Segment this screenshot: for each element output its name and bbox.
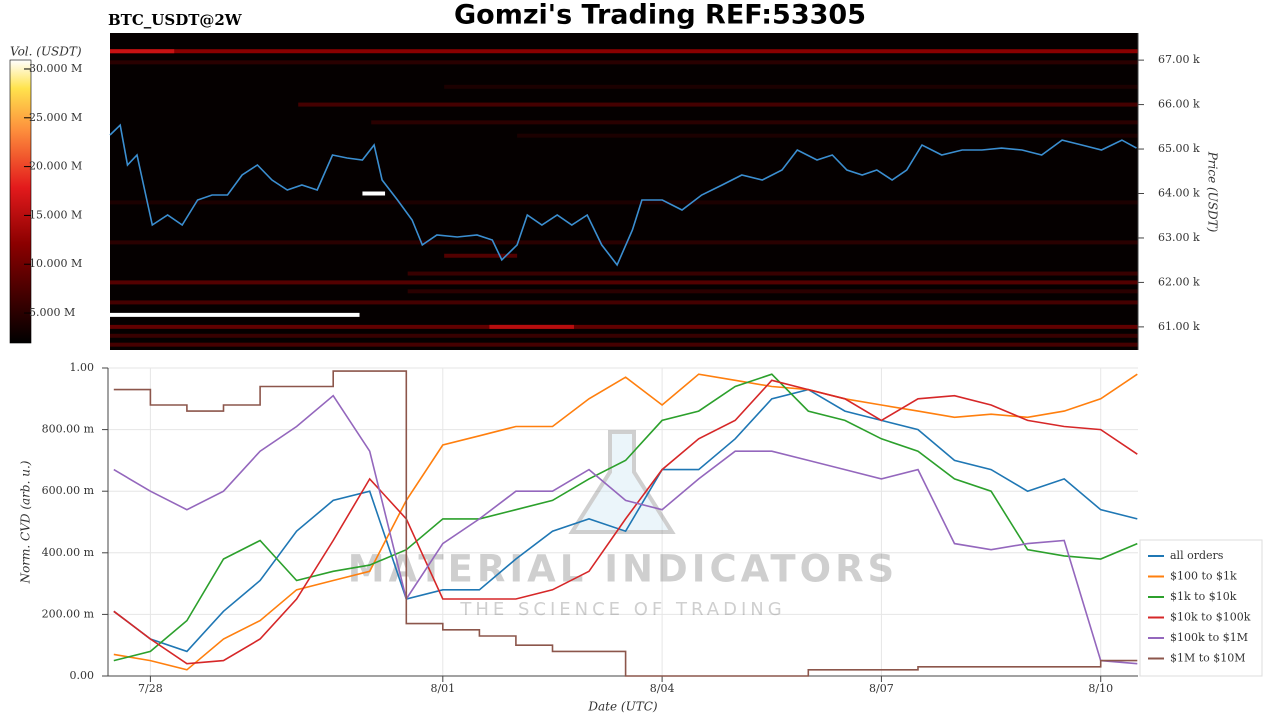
price-line — [109, 123, 1137, 267]
page-title: Gomzi's Trading REF:53305 — [454, 0, 866, 31]
legend-label: $1k to $10k — [1170, 590, 1237, 603]
cvd-line — [113, 379, 1138, 665]
watermark-subtitle: THE SCIENCE OF TRADING — [459, 599, 785, 620]
legend-label: $100k to $1M — [1170, 631, 1248, 644]
legend-label: $1M to $10M — [1170, 652, 1246, 665]
liquidity-band — [110, 49, 1138, 54]
cvd-line — [113, 388, 1138, 653]
legend-box — [1139, 539, 1263, 677]
x-tick-label: 7/28 — [138, 682, 163, 695]
liquidity-band — [110, 312, 360, 317]
liquidity-band — [110, 200, 1138, 205]
legend-label: all orders — [1170, 549, 1224, 562]
liquidity-band — [444, 253, 518, 258]
liquidity-band — [407, 271, 1139, 276]
y-tick-label: 66.00 k — [1158, 98, 1200, 111]
liquidity-band — [110, 324, 1138, 329]
y-tick-label: 63.00 k — [1158, 231, 1200, 244]
liquidity-band — [110, 300, 1138, 305]
y-axis-label: Price (USDT) — [1206, 151, 1220, 233]
liquidity-band — [407, 289, 1139, 294]
liquidity-band — [362, 191, 386, 196]
x-axis-label: Date (UTC) — [587, 700, 657, 714]
cvd-line — [113, 373, 1138, 671]
colorbar-tick-label: 20.000 M — [29, 160, 82, 173]
watermark-flask — [568, 430, 676, 534]
y-tick-label: 67.00 k — [1158, 53, 1200, 66]
liquidity-band — [110, 49, 175, 54]
y-tick-label: 800.00 m — [42, 423, 95, 436]
liquidity-band — [110, 240, 1138, 245]
liquidity-band — [110, 60, 1138, 65]
colorbar-tick-label: 30.000 M — [29, 62, 82, 75]
cvd-line — [113, 370, 1138, 677]
cvd-line — [113, 373, 1138, 662]
colorbar-tick-label: 15.000 M — [29, 208, 82, 221]
y-tick-label: 65.00 k — [1158, 142, 1200, 155]
x-tick-label: 8/10 — [1088, 682, 1113, 695]
watermark: MATERIAL INDICATORS THE SCIENCE OF TRADIN… — [348, 430, 898, 620]
y-tick-label: 64.00 k — [1158, 187, 1200, 200]
colorbar-tick-label: 10.000 M — [29, 257, 82, 270]
chart-title: BTC_USDT@2W — [108, 11, 243, 29]
y-tick-label: 400.00 m — [42, 546, 95, 559]
liquidity-band — [110, 280, 1138, 285]
x-tick-label: 8/01 — [430, 682, 455, 695]
liquidity-band — [110, 342, 1138, 347]
liquidity-band — [371, 120, 1138, 125]
cvd-line — [113, 394, 1138, 665]
colorbar-tick-label: 5.000 M — [29, 306, 75, 319]
liquidity-band — [489, 324, 575, 329]
y-tick-label: 62.00 k — [1158, 275, 1200, 288]
colorbar-tick-label: 25.000 M — [29, 111, 82, 124]
legend-label: $10k to $100k — [1170, 611, 1251, 624]
x-tick-label: 8/04 — [650, 682, 675, 695]
y-tick-label: 0.00 — [70, 669, 95, 682]
y-tick-label: 200.00 m — [42, 607, 95, 620]
y-tick-label: 61.00 k — [1158, 320, 1200, 333]
x-tick-label: 8/07 — [869, 682, 894, 695]
colorbar-label: Vol. (USDT) — [10, 45, 82, 59]
liquidity-band — [444, 84, 1138, 89]
y-axis-label: Norm. CVD (arb. u.) — [19, 460, 33, 584]
colorbar — [9, 59, 32, 344]
y-tick-label: 600.00 m — [42, 484, 95, 497]
y-tick-label: 1.00 — [70, 361, 95, 374]
liquidity-band — [110, 333, 1138, 338]
liquidity-band — [298, 102, 1139, 107]
watermark-title: MATERIAL INDICATORS — [348, 548, 898, 591]
liquidity-band — [517, 133, 1138, 138]
legend-label: $100 to $1k — [1170, 570, 1237, 583]
